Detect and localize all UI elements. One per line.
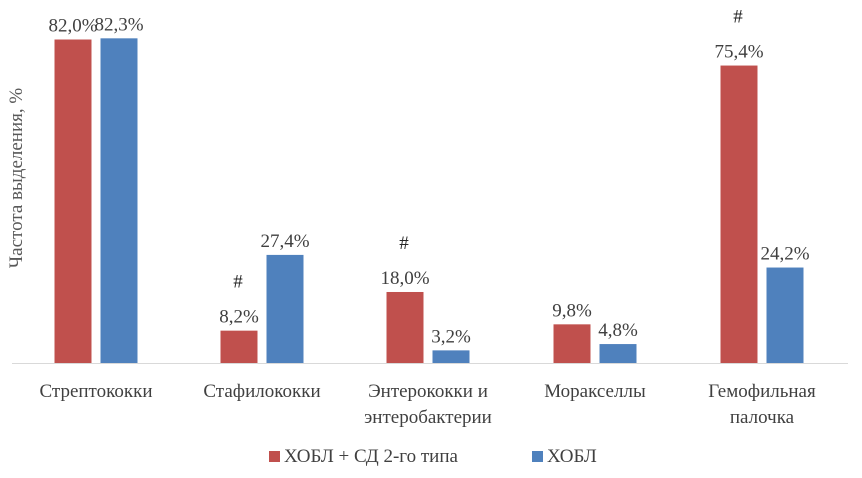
legend-swatch bbox=[532, 451, 543, 462]
data-label: 3,2% bbox=[431, 326, 471, 347]
bar-copd-dm2-1 bbox=[220, 330, 258, 363]
data-label: 75,4% bbox=[714, 42, 763, 63]
category-label: Моракселлы bbox=[544, 381, 646, 402]
legend-label: ХОБЛ bbox=[547, 446, 597, 467]
category-label: Энтерококки и энтеробактерии bbox=[364, 381, 492, 428]
y-axis-label: Частота выделения, % bbox=[6, 88, 27, 269]
data-label: 27,4% bbox=[260, 231, 309, 252]
data-label: 82,0% bbox=[48, 16, 97, 37]
legend-swatch bbox=[269, 451, 280, 462]
bar-copd-4 bbox=[766, 267, 804, 363]
data-label: 18,0% bbox=[380, 268, 429, 289]
data-label: 4,8% bbox=[598, 320, 638, 341]
data-label: 24,2% bbox=[760, 244, 809, 265]
category-label: Стрептококки bbox=[39, 381, 152, 402]
bar-copd-3 bbox=[599, 344, 637, 363]
legend: ХОБЛ + СД 2-го типа ХОБЛ bbox=[269, 446, 597, 467]
bar-copd-dm2-0 bbox=[54, 39, 92, 363]
bar-copd-dm2-4 bbox=[720, 65, 758, 363]
significance-marker: # bbox=[233, 272, 243, 293]
bar-copd-dm2-2 bbox=[386, 291, 424, 363]
significance-marker: # bbox=[733, 7, 743, 28]
category-label: Гемофильная палочка bbox=[708, 381, 816, 428]
bar-copd-dm2-3 bbox=[553, 324, 591, 363]
bar-copd-0 bbox=[100, 38, 138, 363]
data-label: 9,8% bbox=[552, 300, 592, 321]
bar-copd-2 bbox=[432, 350, 470, 363]
category-label: Стафилококки bbox=[203, 381, 320, 402]
data-label: 8,2% bbox=[219, 307, 259, 328]
plot-area: 82,0% 8,2% # 18,0% #9,8% 75,4% #82,3% 27,4% 3,2%… bbox=[12, 7, 848, 428]
bar-copd-1 bbox=[266, 254, 304, 363]
data-label: 82,3% bbox=[94, 14, 143, 35]
significance-marker: # bbox=[399, 233, 409, 254]
legend-label: ХОБЛ + СД 2-го типа bbox=[284, 446, 458, 467]
